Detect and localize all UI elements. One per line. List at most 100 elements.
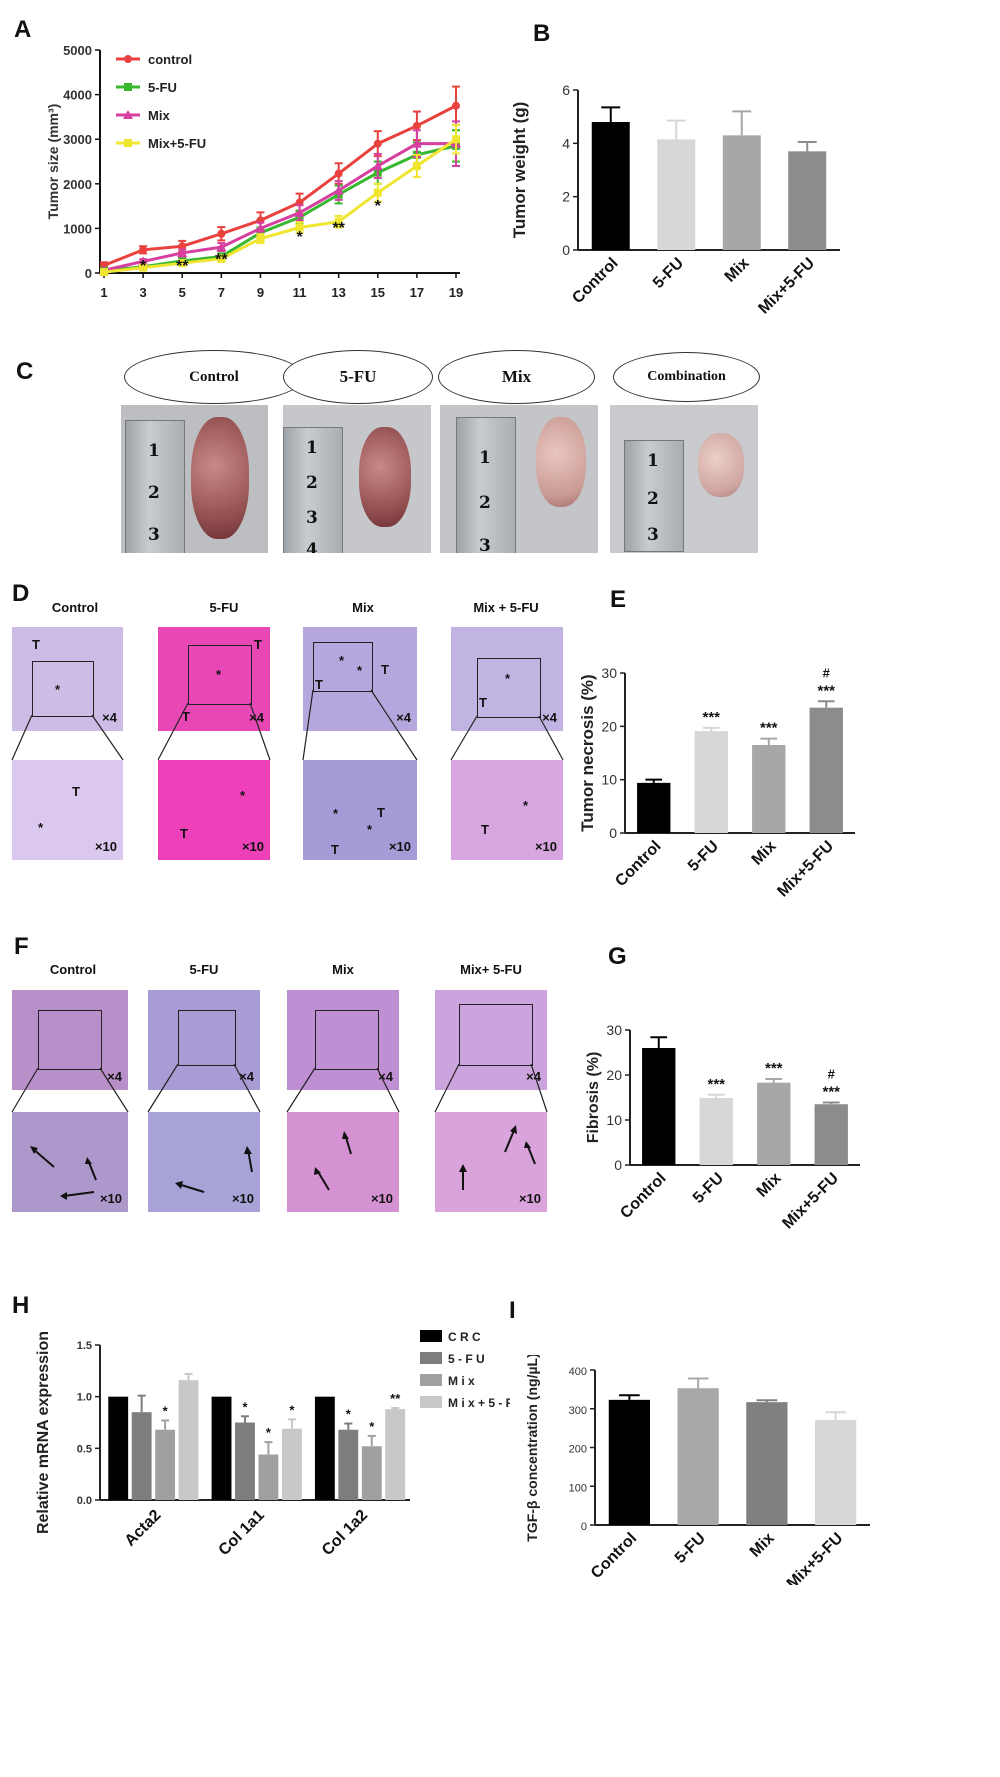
bar-3 bbox=[788, 151, 827, 250]
data-point bbox=[294, 207, 305, 217]
significance-mark: * bbox=[163, 1403, 169, 1418]
fibrosis-control-x10: ×10 bbox=[12, 1112, 128, 1212]
significance-mark: ** bbox=[215, 251, 228, 268]
y-tick-label: 6 bbox=[562, 82, 570, 98]
group-oval-control: Control bbox=[124, 350, 304, 404]
category-label: Mix+5-FU bbox=[779, 1170, 842, 1233]
necrosis-mark: * bbox=[333, 806, 339, 821]
x-tick-label: 11 bbox=[293, 285, 307, 300]
magnification-label: ×10 bbox=[94, 839, 117, 854]
group-oval-mix: Mix bbox=[438, 350, 595, 404]
histology-mix-x4: * * T T ×4 bbox=[303, 627, 417, 731]
fibrosis-arrows bbox=[459, 1125, 536, 1190]
category-label: Control bbox=[617, 1170, 669, 1222]
x-tick-label: 1 bbox=[100, 285, 107, 300]
zoom-box bbox=[477, 658, 541, 718]
histology-mix5fu-x10: * T ×10 bbox=[451, 760, 563, 860]
bar-3 bbox=[815, 1419, 857, 1525]
significance-mark-hash: # bbox=[828, 1066, 836, 1081]
histology-5fu-x4: T * T ×4 bbox=[158, 627, 270, 731]
data-point bbox=[139, 263, 148, 272]
series-line-2 bbox=[103, 142, 456, 272]
fibrosis-mix5fu-x10: ×10 bbox=[435, 1112, 547, 1212]
histology-5fu-x10: * T ×10 bbox=[158, 760, 270, 860]
legend-swatch bbox=[420, 1330, 442, 1342]
fibrosis-5fu-x4: ×4 bbox=[148, 990, 260, 1090]
bar-3 bbox=[385, 1409, 406, 1500]
zoom-box bbox=[178, 1010, 236, 1066]
tumor-label: T bbox=[32, 637, 40, 652]
magnification-label: ×4 bbox=[102, 710, 117, 725]
y-tick-label: 20 bbox=[601, 718, 617, 734]
tumor-photo-mix: 1 2 3 bbox=[440, 405, 598, 553]
significance-mark: * bbox=[346, 1407, 352, 1422]
panel-letter-d: D bbox=[12, 580, 30, 607]
ruler-number: 3 bbox=[479, 536, 491, 553]
magnification-label: ×4 bbox=[542, 710, 557, 725]
bar-3 bbox=[814, 1104, 848, 1165]
data-point bbox=[412, 121, 421, 130]
bar-2 bbox=[746, 1402, 788, 1525]
y-axis-label: Relative mRNA expression bbox=[35, 1331, 52, 1534]
tumor-specimen bbox=[536, 417, 586, 507]
y-tick-label: 100 bbox=[569, 1482, 587, 1494]
fibrosis-arrows bbox=[30, 1146, 97, 1200]
category-label: Mix bbox=[747, 1530, 778, 1561]
necrosis-mark: * bbox=[367, 822, 373, 837]
y-tick-label: 0 bbox=[562, 242, 570, 258]
bar-1 bbox=[677, 1388, 719, 1525]
legend-marker bbox=[123, 110, 133, 119]
data-point bbox=[373, 188, 382, 197]
y-axis-label: Tumor size (mm³) bbox=[45, 104, 61, 220]
panel-letter-g: G bbox=[608, 943, 627, 970]
category-label: 5-FU bbox=[672, 1530, 709, 1567]
legend-label: Mix bbox=[148, 108, 170, 123]
ruler-number: 1 bbox=[479, 448, 491, 468]
bar-2 bbox=[155, 1429, 176, 1500]
y-tick-label: 300 bbox=[569, 1405, 587, 1417]
significance-mark: * bbox=[296, 229, 303, 246]
ruler-number: 2 bbox=[148, 483, 160, 503]
tumor-specimen bbox=[698, 433, 744, 497]
y-tick-label: 2000 bbox=[63, 177, 92, 192]
magnification-label: ×4 bbox=[526, 1069, 541, 1084]
significance-mark: ** bbox=[332, 220, 345, 237]
bar-1 bbox=[338, 1429, 359, 1500]
necrosis-mark: * bbox=[339, 653, 345, 668]
data-point bbox=[334, 217, 343, 226]
histology-title-mix-5fu: Mix + 5-FU bbox=[473, 600, 539, 615]
fibrosis-5fu-x10: ×10 bbox=[148, 1112, 260, 1212]
significance-mark: ** bbox=[176, 258, 189, 275]
y-tick-label: 0 bbox=[614, 1157, 622, 1173]
category-label: Mix bbox=[722, 255, 753, 286]
bar-2 bbox=[722, 135, 761, 250]
x-tick-label: 7 bbox=[218, 285, 225, 300]
bar-0 bbox=[637, 782, 671, 833]
data-point bbox=[217, 229, 226, 238]
data-point bbox=[178, 259, 187, 268]
significance-mark: ** bbox=[390, 1391, 401, 1406]
panel-letter-i: I bbox=[509, 1297, 516, 1324]
y-axis-label: TGF-β concentration (ng/µL) bbox=[524, 1355, 540, 1542]
magnification-label: ×4 bbox=[378, 1069, 393, 1084]
y-tick-label: 1.5 bbox=[77, 1340, 92, 1352]
ruler-number: 2 bbox=[306, 473, 318, 493]
panel-letter-b: B bbox=[533, 20, 551, 47]
necrosis-mark: * bbox=[240, 788, 246, 803]
significance-mark: *** bbox=[702, 709, 720, 726]
group-oval-combination: Combination bbox=[613, 352, 760, 402]
data-point bbox=[452, 135, 460, 144]
data-point bbox=[333, 185, 344, 195]
panel-letter-f: F bbox=[14, 933, 29, 960]
y-tick-label: 1000 bbox=[63, 221, 92, 236]
tumor-label: T bbox=[377, 805, 385, 820]
legend-marker bbox=[124, 83, 132, 91]
magnification-label: ×4 bbox=[107, 1069, 122, 1084]
tumor-specimen bbox=[359, 427, 411, 527]
histology-control-x4: T * ×4 bbox=[12, 627, 123, 731]
zoom-box bbox=[32, 661, 94, 717]
necrosis-mark: * bbox=[357, 663, 363, 678]
category-label: Control bbox=[612, 838, 664, 890]
